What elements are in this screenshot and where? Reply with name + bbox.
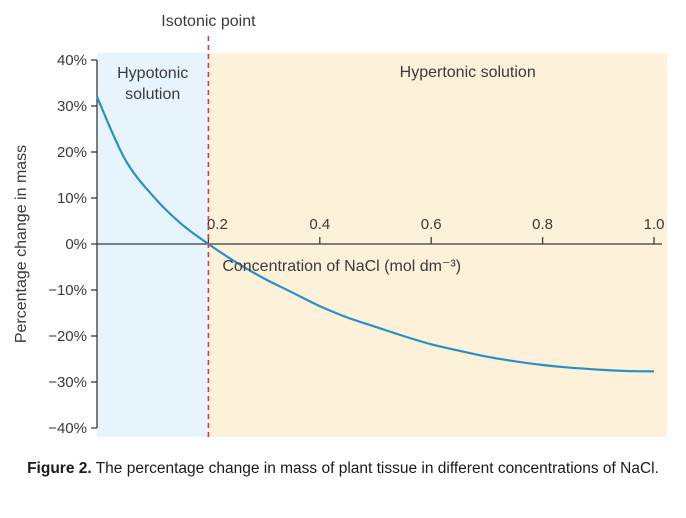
y-tick-label: −10%	[48, 282, 87, 299]
y-tick-label: 30%	[57, 98, 87, 115]
y-tick-label: 0%	[65, 236, 87, 253]
x-tick-label: 0.4	[309, 216, 330, 233]
y-tick-label: 20%	[57, 144, 87, 161]
y-tick-label: −20%	[48, 328, 87, 345]
series-line	[95, 96, 655, 373]
hypotonic-label: Hypotonic solution	[117, 65, 188, 103]
hypotonic-region	[97, 53, 209, 437]
x-tick-label: 0.6	[421, 216, 442, 233]
y-axis-title: Percentage change in mass	[13, 145, 30, 343]
y-tick-label: −40%	[48, 420, 87, 437]
hypertonic-label: Hypertonic solution	[400, 64, 536, 81]
hypotonic-label-line: solution	[125, 86, 180, 103]
caption-label: Figure 2.	[27, 460, 92, 477]
x-tick-label: 0.2	[207, 216, 228, 233]
y-tick-label: 10%	[57, 190, 87, 207]
x-axis-title: Concentration of NaCl (mol dm⁻³)	[222, 258, 461, 275]
caption-text: The percentage change in mass of plant t…	[91, 460, 659, 477]
y-tick-label: −30%	[48, 374, 87, 391]
hypertonic-region	[208, 53, 667, 437]
isotonic-point-label: Isotonic point	[161, 13, 256, 30]
x-tick-label: 1.0	[644, 216, 665, 233]
y-tick-label: 40%	[57, 52, 87, 69]
chart: 40% 30% 20% 10% 0% −10% −20% −30% −40% 0.2 0.4 0.6…	[13, 13, 667, 437]
figure-caption: Figure 2. The percentage change in mass …	[0, 452, 686, 486]
x-tick-label: 0.8	[532, 216, 553, 233]
hypotonic-label-line: Hypotonic	[117, 65, 188, 82]
